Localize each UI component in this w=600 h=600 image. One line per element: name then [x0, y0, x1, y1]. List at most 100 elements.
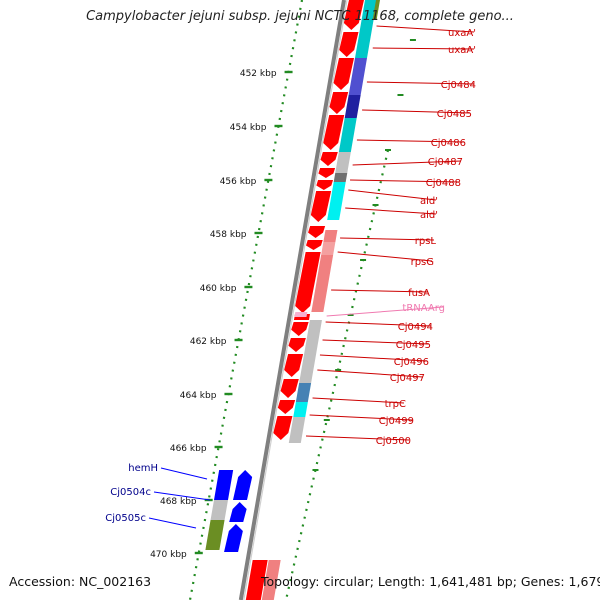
label-leader-line — [319, 354, 428, 362]
ruler-tick-label: 452 kbp — [240, 69, 277, 79]
label-leader-line — [350, 179, 460, 183]
forward-gene-arrow — [316, 180, 334, 190]
cog-segment — [311, 255, 334, 312]
label-leader-line — [331, 289, 429, 293]
forward-gene-arrow — [308, 226, 326, 238]
label-leader-line — [317, 369, 424, 378]
ruler-tick-label: 454 kbp — [230, 123, 267, 133]
forward-gene-label: Cj0484 — [441, 80, 476, 91]
outer-dotted-line — [284, 149, 390, 600]
forward-gene-arrow — [273, 416, 293, 440]
backbone-line — [238, 0, 346, 600]
forward-gene-label: tRNAArg — [402, 303, 445, 314]
label-leader-line — [356, 139, 465, 143]
forward-gene-arrow — [329, 92, 349, 114]
label-leader-line — [322, 339, 430, 345]
forward-gene-label: Cj0485 — [437, 109, 472, 120]
cog-segment — [323, 230, 338, 242]
forward-gene-label: Cj0495 — [396, 340, 431, 351]
genome-backbone — [238, 0, 348, 600]
forward-gene-label: Cj0486 — [431, 138, 466, 149]
label-leader-line — [376, 25, 475, 33]
ruler-tick-label: 456 kbp — [220, 177, 257, 187]
ruler-tick-label: 468 kbp — [160, 497, 197, 507]
cog-segment — [344, 95, 361, 118]
cog-segment — [293, 402, 308, 417]
label-leader-line — [305, 435, 410, 441]
label-leader-line — [337, 251, 433, 262]
label-leader-line — [309, 414, 413, 421]
cog-segment — [333, 173, 348, 182]
gene-labels: uxaA' uxaA' Cj0484 Cj0485 Cj0486 Cj0487 Cj0488… — [105, 25, 476, 529]
forward-gene-arrow — [291, 322, 309, 336]
forward-gene-label: Cj0499 — [379, 416, 414, 427]
forward-gene-label: uxaA' — [448, 45, 476, 56]
forward-gene-arrow — [318, 168, 336, 178]
forward-gene-label: fusA — [408, 288, 430, 299]
cog-segment — [355, 28, 373, 58]
label-leader-line — [366, 81, 475, 85]
cog-segment — [295, 383, 312, 402]
cog-segment — [360, 0, 377, 28]
cog-segment — [321, 242, 336, 255]
cog-segment — [327, 188, 345, 220]
reverse-gene-arrow — [233, 470, 253, 500]
cog-segment — [214, 470, 234, 500]
cog-track — [205, 0, 380, 550]
map-title: Campylobacter jejuni subsp. jejuni NCTC … — [86, 9, 514, 24]
label-leader-line — [348, 189, 437, 201]
forward-gene-arrow — [343, 0, 364, 30]
ruler-tick-label: 466 kbp — [170, 444, 207, 454]
ruler-tick-label: 458 kbp — [210, 230, 247, 240]
cog-segment — [338, 118, 357, 152]
forward-gene-label: Cj0487 — [428, 157, 463, 168]
forward-gene-arrow — [284, 354, 304, 377]
forward-gene-label: Cj0497 — [390, 373, 425, 384]
forward-gene-label: Cj0488 — [426, 178, 461, 189]
forward-gene-arrow — [277, 400, 296, 414]
cog-segment — [335, 152, 351, 173]
cog-segment — [299, 320, 322, 383]
forward-gene-arrow — [245, 560, 268, 600]
gene-track — [224, 0, 364, 600]
forward-gene-label: ald' — [420, 196, 438, 207]
reverse-gene-arrow — [224, 524, 243, 552]
reverse-gene-label: Cj0505c — [105, 513, 146, 524]
forward-gene-label: Cj0496 — [394, 357, 429, 368]
forward-gene-arrow — [295, 252, 321, 313]
reverse-gene-label: hemH — [128, 463, 158, 474]
forward-gene-arrow — [310, 191, 332, 222]
cog-segment — [288, 417, 306, 443]
ruler: 452 kbp 454 kbp 456 kbp 458 kbp 460 kbp 462 k… — [150, 0, 416, 600]
ruler-tick-label: 464 kbp — [180, 391, 217, 401]
forward-gene-arrow — [280, 379, 299, 398]
cog-segment — [372, 0, 380, 20]
label-leader-line — [372, 47, 475, 50]
label-leader-line — [325, 321, 432, 327]
ruler-tick-label: 470 kbp — [150, 550, 187, 560]
forward-gene-label: ald' — [420, 210, 438, 221]
trna-mark — [294, 312, 308, 317]
forward-gene-arrow — [323, 115, 345, 150]
forward-gene-arrow — [320, 152, 338, 166]
label-leader-line — [148, 517, 197, 529]
forward-gene-arrow — [288, 338, 306, 352]
cog-segment — [332, 182, 346, 188]
ruler-dotted-line — [188, 0, 304, 600]
cog-segment — [348, 58, 368, 95]
forward-gene-label: trpC — [385, 399, 406, 410]
label-leader-line — [345, 207, 437, 215]
forward-gene-label: uxaA' — [448, 28, 476, 39]
label-leader-line — [352, 160, 462, 166]
forward-gene-label: rpsG — [411, 257, 434, 268]
backbone-highlight — [243, 0, 348, 600]
label-leader-line — [362, 109, 471, 114]
label-leader-line — [312, 397, 405, 404]
ruler-tick-label: 462 kbp — [190, 337, 227, 347]
forward-gene-label: Cj0500 — [376, 436, 411, 447]
accession-text: Accession: NC_002163 — [9, 574, 152, 589]
forward-gene-arrow — [339, 32, 359, 57]
topology-text: Topology: circular; Length: 1,641,481 bp… — [261, 574, 600, 589]
